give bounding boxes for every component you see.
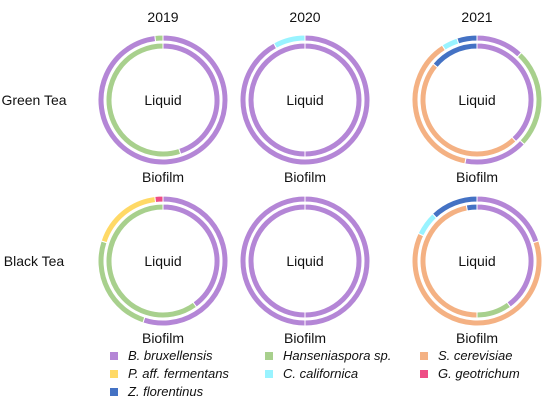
legend-label: C. californica [283,366,359,381]
legend-item-s-cerevisiae: S. cerevisiae [420,348,512,363]
donut-black-tea-2020: Liquid Biofilm [239,195,371,346]
legend-item-hanseniaspora-sp-: Hanseniaspora sp. [265,348,391,363]
legend-label: B. bruxellensis [128,348,213,363]
liquid-slice-z-florentinus [465,203,478,212]
liquid-label: Liquid [144,253,181,269]
liquid-slice-b-bruxellensis [247,42,363,158]
liquid-slice-hanseniaspora-sp- [105,42,182,158]
liquid-slice-hanseniaspora-sp- [105,203,198,319]
biofilm-slice-z-florentinus [456,34,478,45]
legend-label: S. cerevisiae [438,348,513,363]
legend-swatch [110,387,118,396]
donut-green-tea-2021: Liquid Biofilm [411,34,543,185]
liquid-label: Liquid [458,253,495,269]
biofilm-label: Biofilm [142,330,184,346]
legend-swatch [265,369,273,378]
liquid-label: Liquid [286,92,323,108]
year-header-2021: 2021 [461,9,492,25]
biofilm-slice-c-californica [273,34,306,49]
legend-swatch [110,351,118,360]
biofilm-label: Biofilm [284,169,326,185]
liquid-label: Liquid [286,253,323,269]
donut-green-tea-2020: Liquid Biofilm [239,34,371,185]
liquid-label: Liquid [144,92,181,108]
legend-item-b-bruxellensis: B. bruxellensis [110,348,213,363]
legend-label: G. geotrichum [438,366,520,381]
biofilm-label: Biofilm [142,169,184,185]
legend-swatch [110,369,118,378]
year-header-2019: 2019 [147,9,178,25]
row-header-black-tea: Black Tea [4,253,65,269]
legend-label: Z. florentinus [128,384,204,399]
biofilm-slice-b-bruxellensis [239,195,371,327]
biofilm-slice-z-florentinus [431,195,478,219]
biofilm-label: Biofilm [456,330,498,346]
biofilm-label: Biofilm [456,169,498,185]
donut-black-tea-2019: Liquid Biofilm [97,195,229,346]
legend-swatch [420,351,428,360]
row-header-green-tea: Green Tea [1,92,66,108]
legend-item-g-geotrichum: G. geotrichum [420,366,520,381]
legend-item-z-florentinus: Z. florentinus [110,384,203,399]
liquid-label: Liquid [458,92,495,108]
legend-label: Hanseniaspora sp. [283,348,392,363]
legend-swatch [420,369,428,378]
liquid-slice-b-bruxellensis [247,203,363,319]
donut-black-tea-2021: Liquid Biofilm [411,195,543,346]
year-header-2020: 2020 [289,9,320,25]
legend-item-c-californica: C. californica [265,366,358,381]
donut-green-tea-2019: Liquid Biofilm [97,34,229,185]
legend-swatch [265,351,273,360]
biofilm-slice-hanseniaspora-sp- [154,34,164,43]
legend-label: P. aff. fermentans [128,366,229,381]
biofilm-label: Biofilm [284,330,326,346]
legend-item-p-aff-fermentans: P. aff. fermentans [110,366,229,381]
biofilm-slice-g-geotrichum [154,195,164,204]
liquid-slice-z-florentinus [432,42,478,69]
